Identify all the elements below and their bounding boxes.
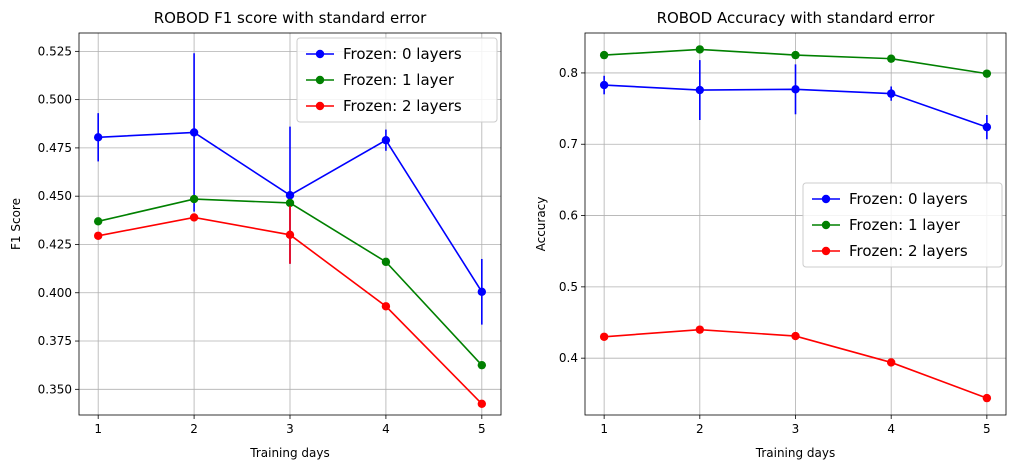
chart2-y-tick-label: 0.7 (559, 137, 578, 151)
chart1-y-tick-label: 0.500 (38, 93, 72, 107)
chart2-y-axis-label: Accuracy (534, 197, 548, 252)
chart2-data-point-2 (599, 50, 609, 60)
chart1-x-axis-label: Training days (249, 446, 330, 460)
chart2-x-tick-label: 3 (792, 422, 800, 436)
chart2-y-tick-label: 0.4 (559, 351, 578, 365)
chart1-data-point-2 (477, 360, 487, 370)
chart2-axes-frame (584, 32, 1007, 416)
chart1-data-point-3 (189, 213, 199, 222)
chart1-data-point-1 (477, 287, 487, 296)
chart2-y-tick-label: 0.5 (559, 280, 578, 294)
chart2-data-point-3 (791, 331, 800, 341)
chart1-axes-frame (78, 32, 502, 416)
chart2-data-point-3 (886, 358, 896, 367)
chart2-x-tick-label: 2 (696, 422, 704, 436)
chart1-x-tick-label: 4 (382, 422, 390, 436)
chart1-x-tick-label: 3 (286, 422, 294, 436)
chart1-data-point-3 (93, 231, 103, 240)
chart1-data-point-2 (93, 217, 103, 226)
chart1-data-point-2 (285, 198, 295, 208)
chart1-y-tick-label: 0.450 (38, 189, 72, 203)
chart1-legend-box (296, 37, 498, 123)
chart2-y-tick-label: 0.8 (559, 66, 578, 80)
chart2-y-tick-label: 0.6 (559, 209, 578, 223)
chart2-legend-marker-2 (821, 220, 831, 230)
chart1-legend-label-2: Frozen: 1 layer (343, 71, 455, 89)
chart2-legend-marker-3 (821, 246, 831, 256)
chart1-y-tick-label: 0.525 (38, 44, 72, 58)
chart1-y-tick-label: 0.475 (38, 141, 72, 155)
chart1-legend-label-3: Frozen: 2 layers (343, 97, 462, 115)
chart2-title: ROBOD Accuracy with standard error (657, 9, 936, 27)
chart2-legend-label-1: Frozen: 0 layers (849, 190, 968, 208)
chart2-data-point-1 (791, 85, 800, 94)
chart1-data-point-3 (381, 302, 391, 311)
chart1-data-point-2 (381, 257, 391, 267)
chart2-legend-label-2: Frozen: 1 layer (849, 216, 961, 234)
chart2-data-point-2 (886, 54, 896, 63)
chart1-x-tick-label: 1 (94, 422, 102, 436)
chart1-legend-marker-2 (315, 75, 325, 85)
chart2-data-point-3 (695, 325, 705, 334)
chart2-data-point-1 (599, 80, 609, 90)
chart1-legend-marker-3 (315, 101, 325, 111)
chart2-data-point-1 (695, 85, 705, 95)
chart2-x-axis-label: Training days (755, 446, 836, 460)
chart1-y-tick-label: 0.400 (38, 286, 72, 300)
chart1-data-point-3 (477, 399, 487, 408)
chart2-data-point-2 (982, 69, 992, 78)
chart1-x-tick-label: 2 (190, 422, 198, 436)
chart1-data-point-1 (381, 135, 391, 145)
chart1-data-point-3 (285, 230, 295, 240)
chart1-y-tick-label: 0.350 (38, 382, 72, 396)
chart1-legend-label-1: Frozen: 0 layers (343, 45, 462, 63)
chart2-data-point-3 (982, 393, 992, 403)
chart2-data-point-1 (886, 89, 896, 98)
chart1-title: ROBOD F1 score with standard error (154, 9, 427, 27)
chart2-data-point-2 (791, 50, 800, 60)
chart2-data-point-3 (599, 332, 609, 341)
chart1-data-point-1 (93, 133, 103, 142)
chart2-legend-marker-1 (821, 194, 831, 204)
chart2-x-tick-label: 5 (983, 422, 991, 436)
chart1-data-point-2 (189, 194, 199, 204)
chart2-legend-label-3: Frozen: 2 layers (849, 242, 968, 260)
chart2-legend-box (802, 182, 1003, 268)
chart1-legend-marker-1 (315, 49, 325, 59)
chart1-y-tick-label: 0.375 (38, 334, 72, 348)
chart2-x-tick-label: 4 (887, 422, 895, 436)
chart1-data-point-1 (189, 128, 199, 137)
chart1-y-tick-label: 0.425 (38, 237, 72, 251)
chart2-data-point-1 (982, 122, 992, 132)
chart2-data-point-2 (695, 45, 705, 54)
chart2-x-tick-label: 1 (600, 422, 608, 436)
chart1-data-point-1 (285, 191, 295, 200)
chart1-y-axis-label: F1 Score (9, 198, 23, 250)
chart1-x-tick-label: 5 (478, 422, 486, 436)
